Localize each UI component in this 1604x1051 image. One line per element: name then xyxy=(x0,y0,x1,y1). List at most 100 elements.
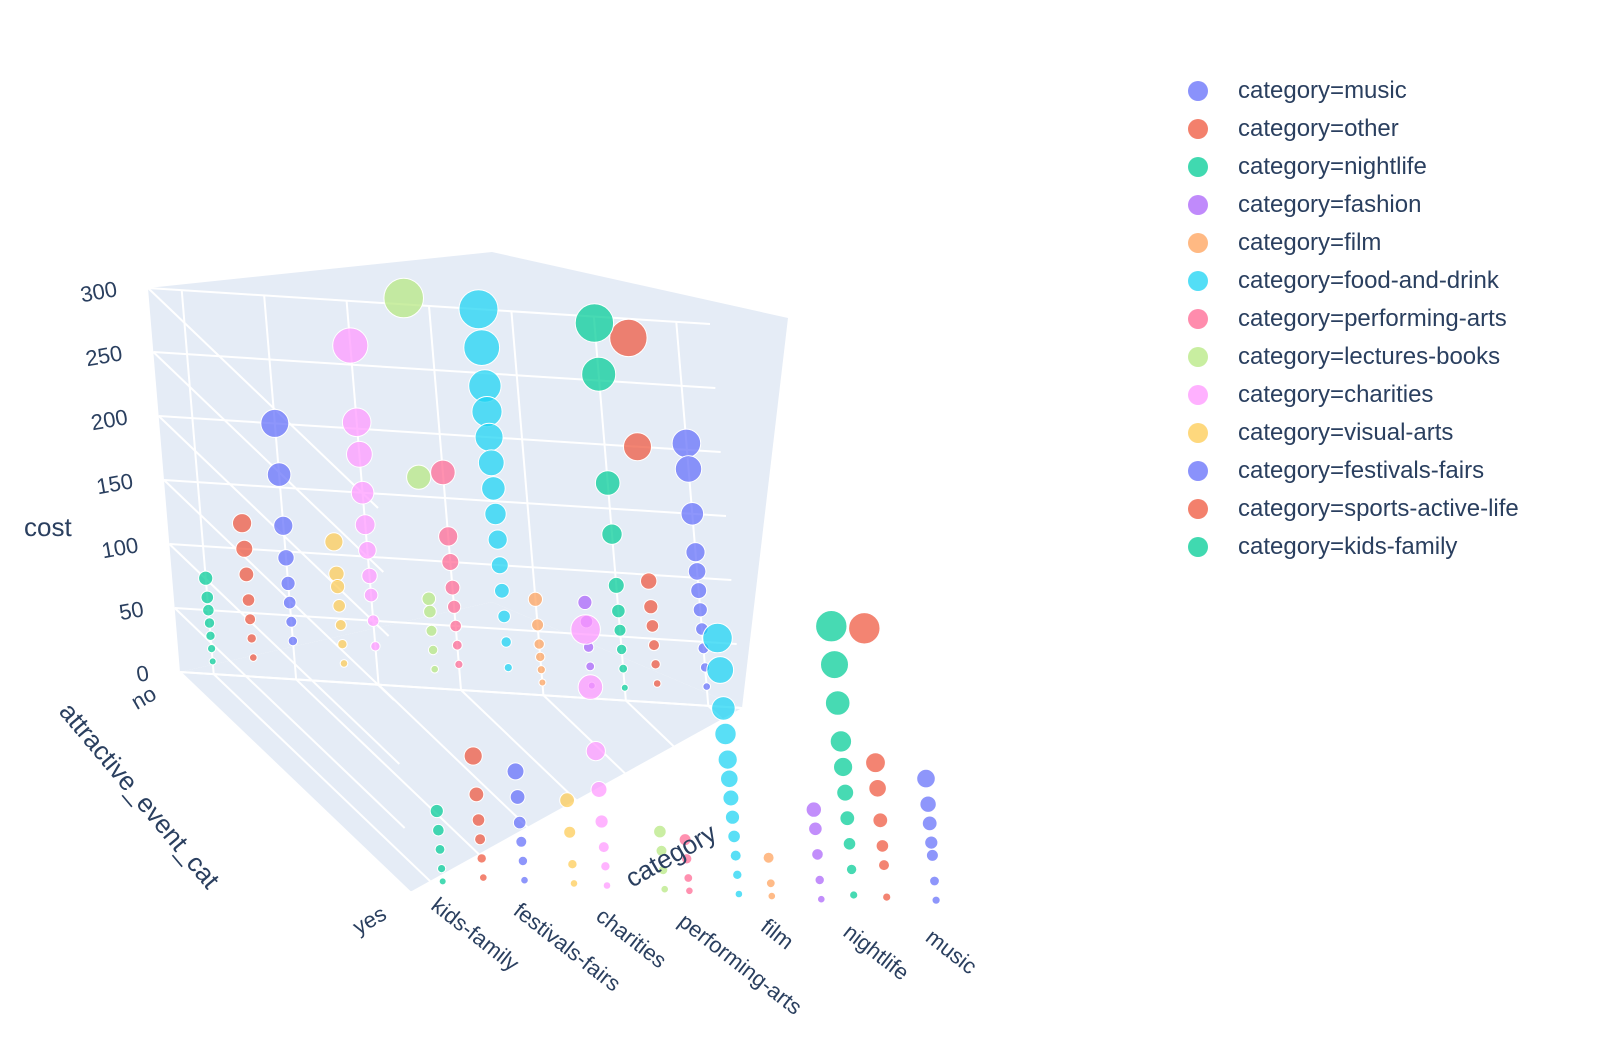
legend-item[interactable]: category=nightlife xyxy=(1188,148,1588,186)
data-point xyxy=(650,659,661,670)
z-tick-label: 150 xyxy=(94,468,135,499)
data-point xyxy=(929,875,940,887)
data-point xyxy=(324,532,344,552)
data-point xyxy=(512,815,527,830)
data-point xyxy=(330,579,346,595)
data-point xyxy=(520,875,529,885)
legend-item[interactable]: category=festivals-fairs xyxy=(1188,452,1588,490)
legend-label: category=charities xyxy=(1238,381,1434,408)
data-point xyxy=(615,643,628,656)
data-point xyxy=(845,863,858,876)
data-point xyxy=(683,873,694,883)
data-point xyxy=(509,789,526,805)
legend-item[interactable]: category=visual-arts xyxy=(1188,414,1588,452)
data-point xyxy=(477,449,505,477)
data-point xyxy=(875,839,890,853)
grid-line-z-side xyxy=(147,287,379,509)
data-point xyxy=(474,833,487,846)
data-point xyxy=(490,556,509,575)
data-point xyxy=(574,303,615,343)
legend: category=music category=other category=nig… xyxy=(1188,72,1588,566)
data-point xyxy=(722,789,740,807)
data-point xyxy=(481,476,506,501)
data-point xyxy=(727,829,741,844)
data-point xyxy=(515,835,528,848)
data-point xyxy=(657,864,669,876)
data-point xyxy=(235,539,254,558)
data-point xyxy=(241,593,256,607)
legend-item[interactable]: category=performing-arts xyxy=(1188,300,1588,338)
data-point xyxy=(421,591,437,607)
data-point xyxy=(468,786,485,803)
data-point xyxy=(463,329,501,367)
legend-label: category=lectures-books xyxy=(1238,343,1501,370)
data-point xyxy=(762,851,775,864)
data-point xyxy=(533,638,545,650)
data-point xyxy=(432,823,445,837)
data-point xyxy=(429,803,444,819)
data-point xyxy=(531,618,545,632)
data-point xyxy=(692,602,708,618)
legend-marker-icon xyxy=(1188,537,1208,557)
data-point xyxy=(767,891,777,901)
data-point xyxy=(363,587,379,603)
data-point xyxy=(449,619,463,633)
data-point xyxy=(714,722,737,746)
data-point xyxy=(484,502,507,526)
data-point xyxy=(238,566,255,583)
data-point xyxy=(500,636,512,648)
data-point xyxy=(287,635,299,647)
data-point xyxy=(277,549,295,567)
legend-item[interactable]: category=fashion xyxy=(1188,186,1588,224)
legend-item[interactable]: category=music xyxy=(1188,72,1588,110)
data-point xyxy=(577,594,593,611)
data-point xyxy=(594,814,609,829)
data-point xyxy=(207,644,217,654)
grid-line-z-side xyxy=(152,351,385,573)
data-point xyxy=(674,455,703,483)
data-point xyxy=(865,752,886,774)
legend-item[interactable]: category=charities xyxy=(1188,376,1588,414)
data-point xyxy=(931,895,941,905)
data-point xyxy=(607,576,625,594)
legend-item[interactable]: category=film xyxy=(1188,224,1588,262)
data-point xyxy=(732,869,743,880)
data-point xyxy=(273,515,294,536)
data-point xyxy=(208,657,217,666)
data-point xyxy=(919,795,937,813)
data-point xyxy=(590,781,608,798)
data-point xyxy=(458,289,499,330)
legend-item[interactable]: category=kids-family xyxy=(1188,528,1588,566)
data-point xyxy=(652,679,662,688)
data-point xyxy=(337,639,348,650)
data-point xyxy=(836,783,855,802)
data-point xyxy=(249,653,258,662)
data-point xyxy=(205,630,216,641)
legend-label: category=sports-active-life xyxy=(1238,495,1519,522)
y-tick-label: kids-family xyxy=(427,892,524,976)
data-point xyxy=(811,848,824,861)
data-point xyxy=(538,678,547,687)
legend-item[interactable]: category=lectures-books xyxy=(1188,338,1588,376)
data-point xyxy=(244,613,257,626)
legend-label: category=other xyxy=(1238,115,1399,142)
data-point xyxy=(559,792,575,809)
data-point xyxy=(280,575,296,592)
data-point xyxy=(346,440,373,468)
data-point xyxy=(660,884,670,894)
legend-marker-icon xyxy=(1188,81,1208,101)
legend-item[interactable]: category=sports-active-life xyxy=(1188,490,1588,528)
data-point xyxy=(680,502,705,526)
legend-marker-icon xyxy=(1188,271,1208,291)
data-point xyxy=(423,604,437,619)
grid-line-z-side xyxy=(163,479,395,701)
data-point xyxy=(451,639,463,651)
z-tick-label: 50 xyxy=(117,596,145,625)
x-tick-label: no xyxy=(127,681,161,715)
legend-item[interactable]: category=other xyxy=(1188,110,1588,148)
legend-item[interactable]: category=food-and-drink xyxy=(1188,262,1588,300)
data-point xyxy=(497,609,511,624)
data-point xyxy=(430,459,456,486)
